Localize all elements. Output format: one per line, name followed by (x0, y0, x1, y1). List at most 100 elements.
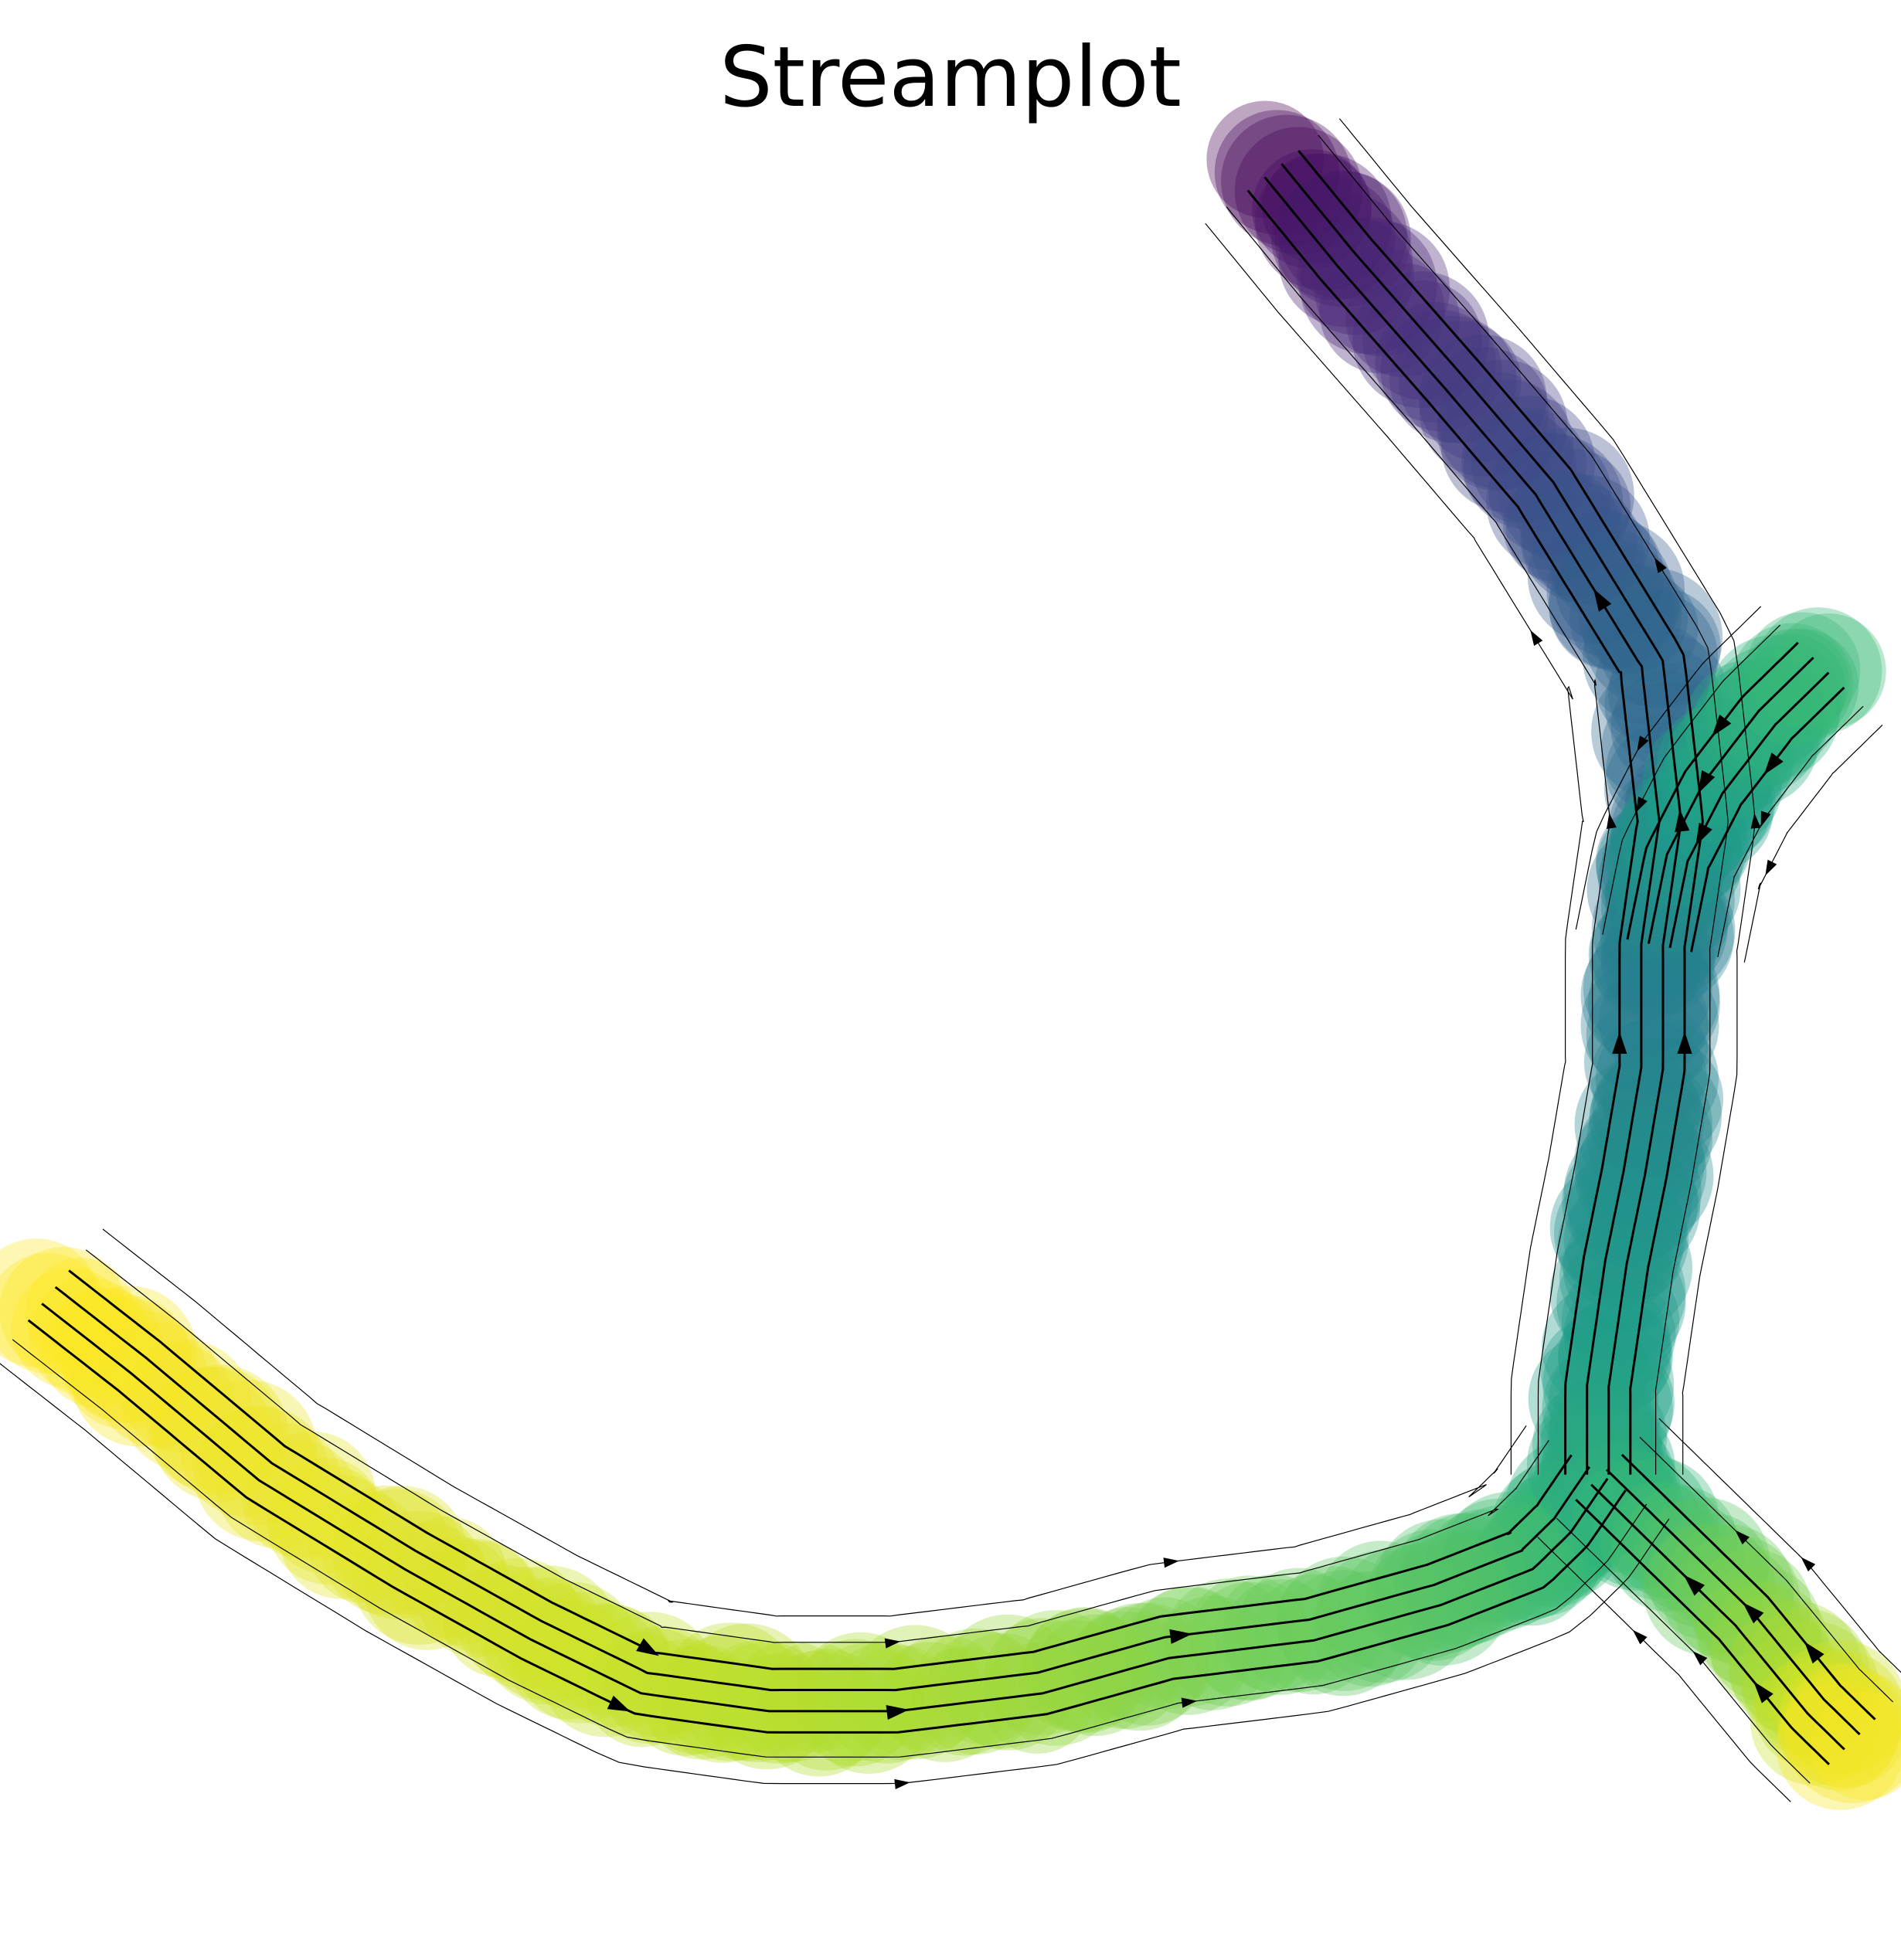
cell-dot (1419, 347, 1549, 477)
stream-arrowhead (607, 1695, 631, 1712)
cell-dot (1539, 1415, 1677, 1551)
cell-dot (193, 1405, 329, 1541)
cell-dot (1393, 1513, 1528, 1647)
stream-arrowhead (1675, 809, 1690, 833)
cell-dot (984, 1618, 1102, 1735)
cell-dot (1380, 310, 1502, 432)
cell-dot (1498, 1470, 1619, 1591)
cell-dot (337, 1486, 467, 1615)
cell-dot (321, 1485, 451, 1615)
stream-arrowhead (1698, 769, 1716, 793)
cell-dot (1542, 1282, 1671, 1412)
cell-dot (1352, 271, 1490, 409)
cell-dot (124, 1343, 233, 1452)
cell-dot (1316, 1540, 1445, 1670)
cell-dot (1743, 1620, 1879, 1758)
cell-dot (1777, 1663, 1901, 1787)
stream-arrowhead (636, 1638, 659, 1656)
cell-dot (1437, 359, 1568, 490)
stream-arrowhead (1695, 822, 1712, 846)
cell-dot (1633, 765, 1743, 875)
cell-dot (1206, 100, 1324, 219)
cell-dot (1394, 1533, 1512, 1651)
streamline (68, 1269, 1573, 1670)
cell-dot (1495, 1459, 1627, 1590)
cell-dot (1610, 783, 1742, 915)
cell-dot (1546, 1384, 1662, 1500)
cell-dot (1491, 1472, 1620, 1601)
cell-dot (1754, 1658, 1865, 1768)
cell-dot (1708, 1582, 1828, 1703)
cell-dot (1035, 1614, 1158, 1736)
streamline (1590, 1483, 1845, 1751)
cell-dot (1614, 828, 1722, 938)
cell-dot (803, 1642, 934, 1774)
cell-dot (1779, 1671, 1899, 1791)
cell-dot (1375, 1519, 1510, 1655)
streamline (1639, 1436, 1894, 1703)
cell-dot (1365, 1542, 1482, 1660)
cell-dot (723, 1653, 834, 1765)
stream-arrowhead (1760, 810, 1771, 827)
cell-dot (0, 1238, 101, 1367)
cell-dot (1573, 1097, 1705, 1228)
cell-dot (1522, 481, 1637, 598)
cell-dot (1367, 1529, 1499, 1661)
cell-dot (403, 1537, 513, 1646)
cell-dot (944, 1632, 1060, 1749)
cell-dot (61, 1294, 191, 1424)
stream-arrowhead (1683, 1574, 1705, 1596)
stream-arrowhead (1801, 1557, 1816, 1572)
cell-dot (1440, 379, 1574, 513)
cell-dot (796, 1632, 925, 1761)
cell-dot (1297, 217, 1415, 335)
cell-dot (1730, 623, 1853, 746)
cell-dot (1559, 1432, 1682, 1554)
cell-dot (1586, 1076, 1713, 1203)
streamline (1620, 1453, 1876, 1721)
streamline (1668, 671, 1830, 949)
cell-dot (1684, 660, 1816, 792)
cell-dot (1433, 1498, 1566, 1632)
cell-dot (1389, 315, 1517, 443)
cell-dot (508, 1581, 638, 1710)
cell-dot (1720, 647, 1835, 763)
stream-arrowhead (1692, 1651, 1708, 1666)
cell-dot (241, 1440, 359, 1557)
cell-dot (1608, 634, 1728, 753)
cell-dot (1601, 807, 1719, 925)
cell-dot (1589, 1062, 1705, 1177)
cell-dot (1570, 1459, 1702, 1591)
cell-dot (549, 1604, 673, 1727)
cell-dot (1514, 448, 1631, 566)
streamline (1246, 189, 1639, 1475)
cell-dot (756, 1650, 882, 1777)
stream-arrowhead (1635, 796, 1648, 813)
cell-dot (626, 1639, 743, 1756)
cell-dot (1071, 1607, 1183, 1719)
cell-dot (1520, 474, 1650, 604)
cell-dot (1784, 1668, 1901, 1803)
cell-dot (1190, 1581, 1309, 1700)
cell-dot (1022, 1607, 1148, 1734)
stream-arrowhead (894, 1778, 910, 1789)
stream-arrowhead (1654, 557, 1667, 573)
cell-dot (1529, 1438, 1647, 1555)
streamline (1602, 624, 1781, 935)
cell-dot (1527, 508, 1665, 644)
cell-dot (1557, 1183, 1683, 1309)
cell-dot (1695, 1578, 1804, 1687)
cell-dot (151, 1364, 288, 1502)
cell-dot (426, 1540, 539, 1654)
streamline (1626, 641, 1799, 940)
streamline (1205, 222, 1584, 1475)
cell-dot (1610, 860, 1729, 980)
cell-dot (1586, 973, 1711, 1097)
cell-dot (1491, 1462, 1624, 1595)
cell-dot (215, 1422, 342, 1549)
cell-dot (1540, 1316, 1650, 1426)
cell-dot (1471, 407, 1587, 523)
cell-dot (479, 1565, 619, 1705)
cell-dot (1375, 1530, 1511, 1666)
